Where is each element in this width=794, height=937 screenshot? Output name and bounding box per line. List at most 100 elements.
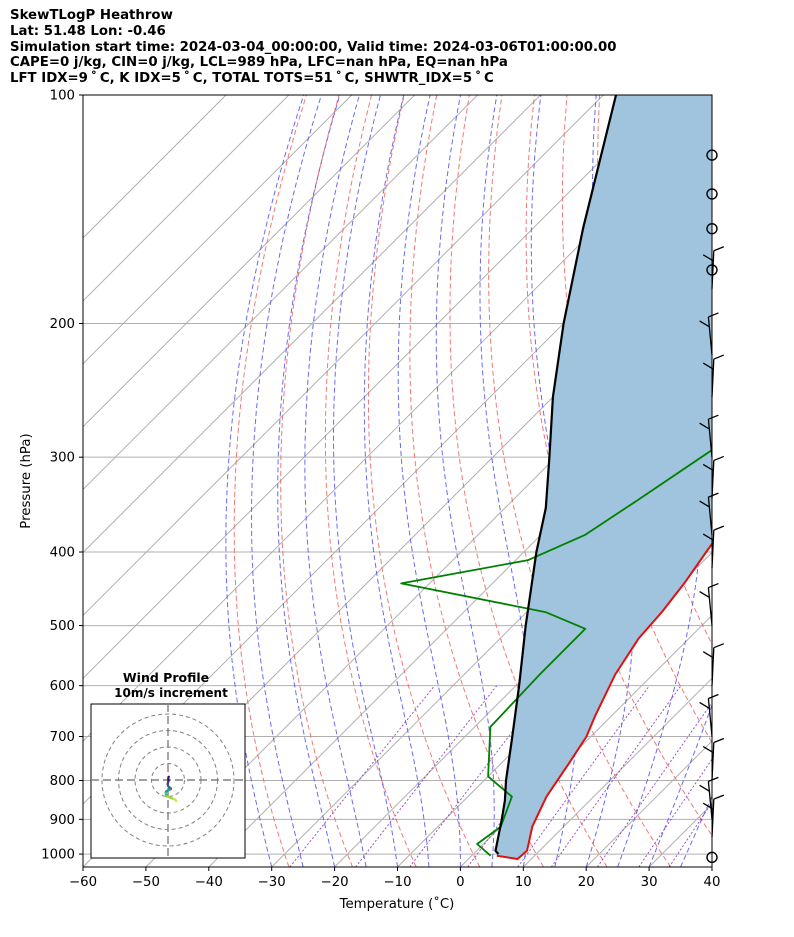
moist-adiabat xyxy=(277,95,341,867)
mixing-ratio-line xyxy=(596,701,712,867)
wind-barb-shaft xyxy=(707,316,713,355)
cape-line: CAPE=0 j/kg, CIN=0 j/kg, LCL=989 hPa, LF… xyxy=(10,55,508,71)
wind-barb-flag xyxy=(708,582,719,589)
moist-adiabat xyxy=(711,865,712,867)
data-layer xyxy=(400,95,712,860)
wind-barb-flag xyxy=(699,320,710,328)
x-tick-label: −20 xyxy=(321,875,349,890)
isotherm-line xyxy=(460,614,712,867)
dry-adiabat xyxy=(324,95,417,867)
hodograph-ring xyxy=(101,713,235,847)
wind-barb-flag xyxy=(702,651,714,659)
wind-barb-calm xyxy=(706,851,718,864)
y-tick-label: 400 xyxy=(50,546,75,561)
wind-barb xyxy=(699,312,719,355)
isotherm-line xyxy=(83,95,604,617)
wind-barb-shaft xyxy=(711,742,715,781)
moist-adiabat xyxy=(648,703,712,867)
mixing-ratio-line xyxy=(668,801,712,867)
grid-layer xyxy=(83,95,794,867)
x-tick-label: −50 xyxy=(132,875,160,890)
wind-barb-flag xyxy=(713,794,725,800)
wind-barb-flag xyxy=(708,693,719,700)
time-line: Simulation start time: 2024-03-04_00:00:… xyxy=(10,39,617,55)
isotherm-line xyxy=(334,488,712,867)
mixing-ratio-line xyxy=(289,685,435,867)
wind-barbs xyxy=(699,149,725,864)
x-tick-label: 40 xyxy=(704,875,721,890)
x-tick-label: 20 xyxy=(578,875,595,890)
wind-barb-shaft xyxy=(711,530,715,569)
wind-barb xyxy=(702,246,725,289)
isotherm-line xyxy=(711,866,712,867)
mixing-ratio-line xyxy=(355,685,498,867)
dry-adiabat xyxy=(280,95,353,867)
wind-barb-shaft xyxy=(711,250,715,289)
wind-barb-shaft xyxy=(707,497,713,536)
wind-barb-flag xyxy=(713,643,725,649)
wind-barb-shaft xyxy=(707,781,713,820)
wind-barb-flag xyxy=(708,414,719,420)
x-tick-label: 0 xyxy=(456,875,464,890)
wind-barb-calm xyxy=(706,149,718,161)
wind-barb xyxy=(699,492,719,536)
y-tick-label: 300 xyxy=(50,451,75,466)
wind-barb-flag xyxy=(713,246,725,252)
wind-barb-flag xyxy=(702,463,714,471)
wind-barb xyxy=(699,776,719,820)
dewpoint-profile xyxy=(400,448,712,857)
x-tick-label: −30 xyxy=(258,875,286,890)
wind-barb-flag xyxy=(713,525,725,531)
wind-barb-flag xyxy=(699,591,710,599)
wind-barb-shaft xyxy=(711,359,715,398)
wind-barb-flag xyxy=(708,776,719,782)
moist-adiabat xyxy=(225,95,305,867)
wind-barb xyxy=(699,693,719,737)
dry-adiabat xyxy=(449,95,608,867)
wind-barb xyxy=(699,582,719,626)
wind-barb xyxy=(702,737,725,781)
wind-barb-flag xyxy=(713,354,725,360)
moist-adiabat xyxy=(479,95,534,867)
chart-header: SkewTLogP Heathrow Lat: 51.48 Lon: -0.46… xyxy=(10,8,617,87)
mixing-ratio-line xyxy=(517,685,650,867)
moist-adiabat xyxy=(397,95,461,867)
location-line: Lat: 51.48 Lon: -0.46 xyxy=(10,23,166,39)
wind-barb-flag xyxy=(702,533,714,541)
wind-barb xyxy=(702,525,725,569)
y-tick-label: 100 xyxy=(50,89,75,104)
x-tick-label: −40 xyxy=(195,875,223,890)
wind-barb-calm xyxy=(706,222,718,235)
isotherm-line xyxy=(83,95,541,554)
dry-adiabat xyxy=(525,95,712,837)
x-tick-label: −60 xyxy=(69,875,97,890)
wind-barb-flag xyxy=(702,254,714,262)
wind-barb xyxy=(702,455,725,499)
y-tick-label: 1000 xyxy=(41,848,75,863)
wind-barb xyxy=(702,643,725,686)
y-axis-label: Pressure (hPa) xyxy=(19,433,34,528)
wind-barb-flag xyxy=(713,737,725,744)
moist-adiabat xyxy=(251,95,322,867)
moist-adiabat xyxy=(363,95,430,867)
isotherm-line xyxy=(83,95,290,302)
wind-barb xyxy=(702,354,725,398)
y-tick-label: 500 xyxy=(50,619,75,634)
moist-adiabat xyxy=(435,95,495,867)
chart-title: SkewTLogP Heathrow xyxy=(10,8,173,23)
y-tick-label: 900 xyxy=(50,813,75,828)
hodograph xyxy=(91,704,245,858)
wind-barb-calm xyxy=(706,188,718,200)
y-tick-label: 800 xyxy=(50,774,75,789)
hodograph-trace-segment xyxy=(174,798,178,803)
x-tick-label: 10 xyxy=(515,875,532,890)
wind-barb-flag xyxy=(702,745,714,754)
wind-barb-shaft xyxy=(711,647,715,686)
isotherm-line xyxy=(83,95,353,365)
wind-barb-shaft xyxy=(707,419,713,458)
y-tick-label: 600 xyxy=(50,679,75,694)
indices-line: LFT IDX=9 ˚ C, K IDX=5 ˚ C, TOTAL TOTS=5… xyxy=(10,71,494,87)
dry-adiabat xyxy=(730,95,794,867)
wind-barb-flag xyxy=(699,701,710,710)
